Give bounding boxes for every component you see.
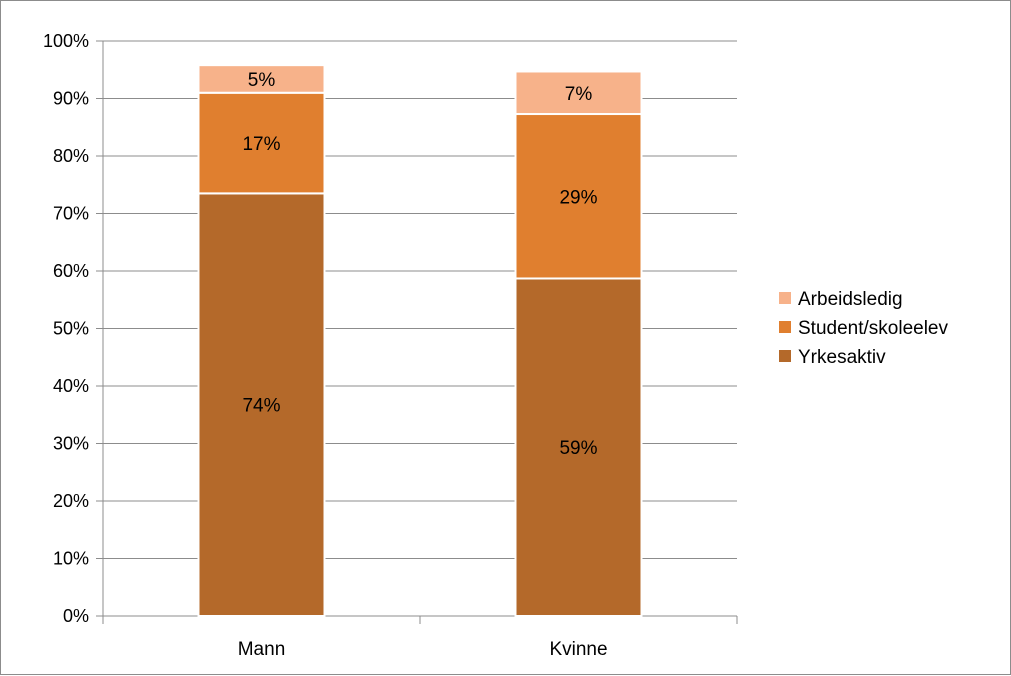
bar-segment — [197, 91, 326, 195]
y-tick-label: 10% — [53, 549, 89, 569]
bar-segment — [514, 70, 643, 116]
y-tick-label: 40% — [53, 376, 89, 396]
legend-label: Student/skoleelev — [798, 318, 948, 339]
data-label: 74% — [242, 396, 280, 417]
data-label: 17% — [242, 134, 280, 155]
y-tick-label: 80% — [53, 146, 89, 166]
legend-swatch — [779, 321, 791, 333]
y-tick-label: 90% — [53, 89, 89, 109]
legend-label: Yrkesaktiv — [798, 347, 886, 368]
y-tick-label: 20% — [53, 491, 89, 511]
x-category-label: Mann — [238, 639, 286, 660]
y-tick-label: 60% — [53, 261, 89, 281]
y-tick-label: 30% — [53, 434, 89, 454]
legend-label: Arbeidsledig — [798, 289, 903, 310]
y-tick-label: 0% — [63, 606, 89, 626]
bar-segment — [514, 113, 643, 280]
bar-segment — [514, 277, 643, 617]
y-tick-label: 100% — [43, 31, 89, 51]
data-label: 5% — [248, 70, 276, 91]
y-tick-label: 50% — [53, 319, 89, 339]
bar-segment — [197, 64, 326, 94]
x-category-label: Kvinne — [549, 639, 607, 660]
legend-swatch — [779, 350, 791, 362]
bar-segment — [197, 192, 326, 617]
data-label: 59% — [559, 438, 597, 459]
data-label: 29% — [559, 187, 597, 208]
y-tick-label: 70% — [53, 204, 89, 224]
legend-swatch — [779, 292, 791, 304]
data-label: 7% — [565, 84, 593, 105]
